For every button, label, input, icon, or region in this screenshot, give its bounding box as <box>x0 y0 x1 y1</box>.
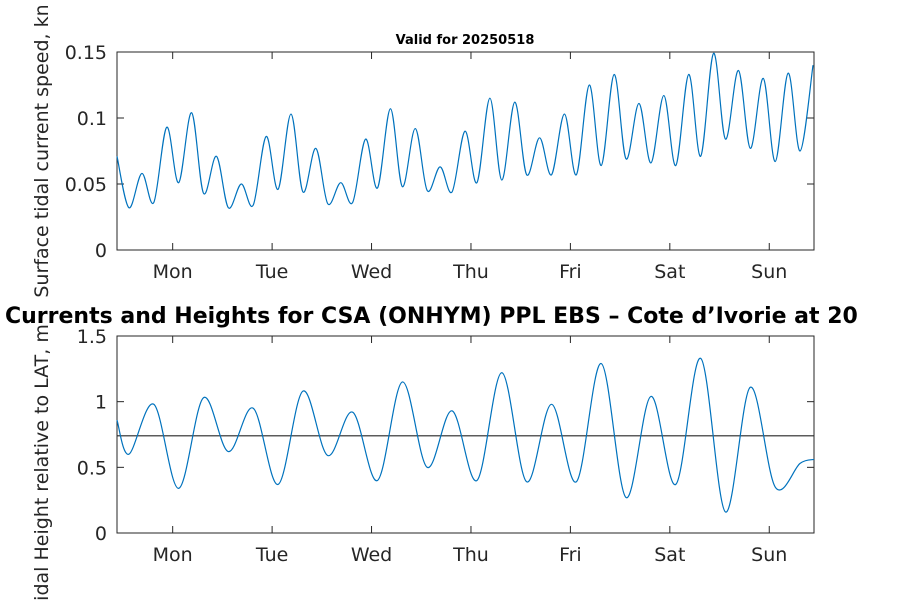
x-tick-label: Tue <box>255 544 288 566</box>
y-tick-label: 0 <box>95 523 107 545</box>
x-tick-label: Sun <box>751 544 787 566</box>
bottom-plot-box <box>116 335 815 534</box>
y-tick-label: 0.15 <box>65 42 107 64</box>
x-tick-label: Thu <box>452 544 489 566</box>
top-y-ticks: 0 0.05 0.1 0.15 <box>65 42 814 262</box>
x-tick-label: Fri <box>559 544 582 566</box>
top-y-axis-label: Surface tidal current speed, kn <box>31 4 53 297</box>
top-chart-title: Valid for 20250518 <box>396 33 535 48</box>
y-tick-label: 0.5 <box>77 457 107 479</box>
top-axes: 0 0.05 0.1 0.15 Mon Tue Wed Thu Fri Sat Sun Valid… <box>31 4 815 298</box>
y-tick-label: 0.1 <box>77 108 107 130</box>
top-plot-box <box>116 51 815 251</box>
bottom-y-axis-label: Tidal Height relative to LAT, m <box>31 324 53 600</box>
y-tick-label: 1.5 <box>77 326 107 348</box>
x-tick-label: Mon <box>153 544 193 566</box>
x-tick-label: Sat <box>654 261 685 283</box>
top-x-ticks: Mon Tue Wed Thu Fri Sat Sun <box>153 52 787 283</box>
x-tick-label: Fri <box>559 261 582 283</box>
bottom-x-ticks: Mon Tue Wed Thu Fri Sat Sun <box>153 336 787 566</box>
x-tick-label: Thu <box>452 261 489 283</box>
y-tick-label: 0 <box>95 240 107 262</box>
x-tick-label: Mon <box>153 261 193 283</box>
top-series-line <box>116 52 814 209</box>
x-tick-label: Sat <box>654 544 685 566</box>
x-tick-label: Wed <box>351 544 392 566</box>
y-tick-label: 0.05 <box>65 174 107 196</box>
x-tick-label: Tue <box>255 261 288 283</box>
bottom-axes: 0 0.5 1 1.5 Mon Tue Wed Thu Fri Sat Sun Tidal Hei… <box>31 324 815 600</box>
main-chart-title: Currents and Heights for CSA (ONHYM) PPL… <box>5 304 858 329</box>
x-tick-label: Sun <box>751 261 787 283</box>
x-tick-label: Wed <box>351 261 392 283</box>
bottom-y-ticks: 0 0.5 1 1.5 <box>77 326 814 545</box>
y-tick-label: 1 <box>95 392 107 414</box>
bottom-series-line <box>116 357 815 513</box>
